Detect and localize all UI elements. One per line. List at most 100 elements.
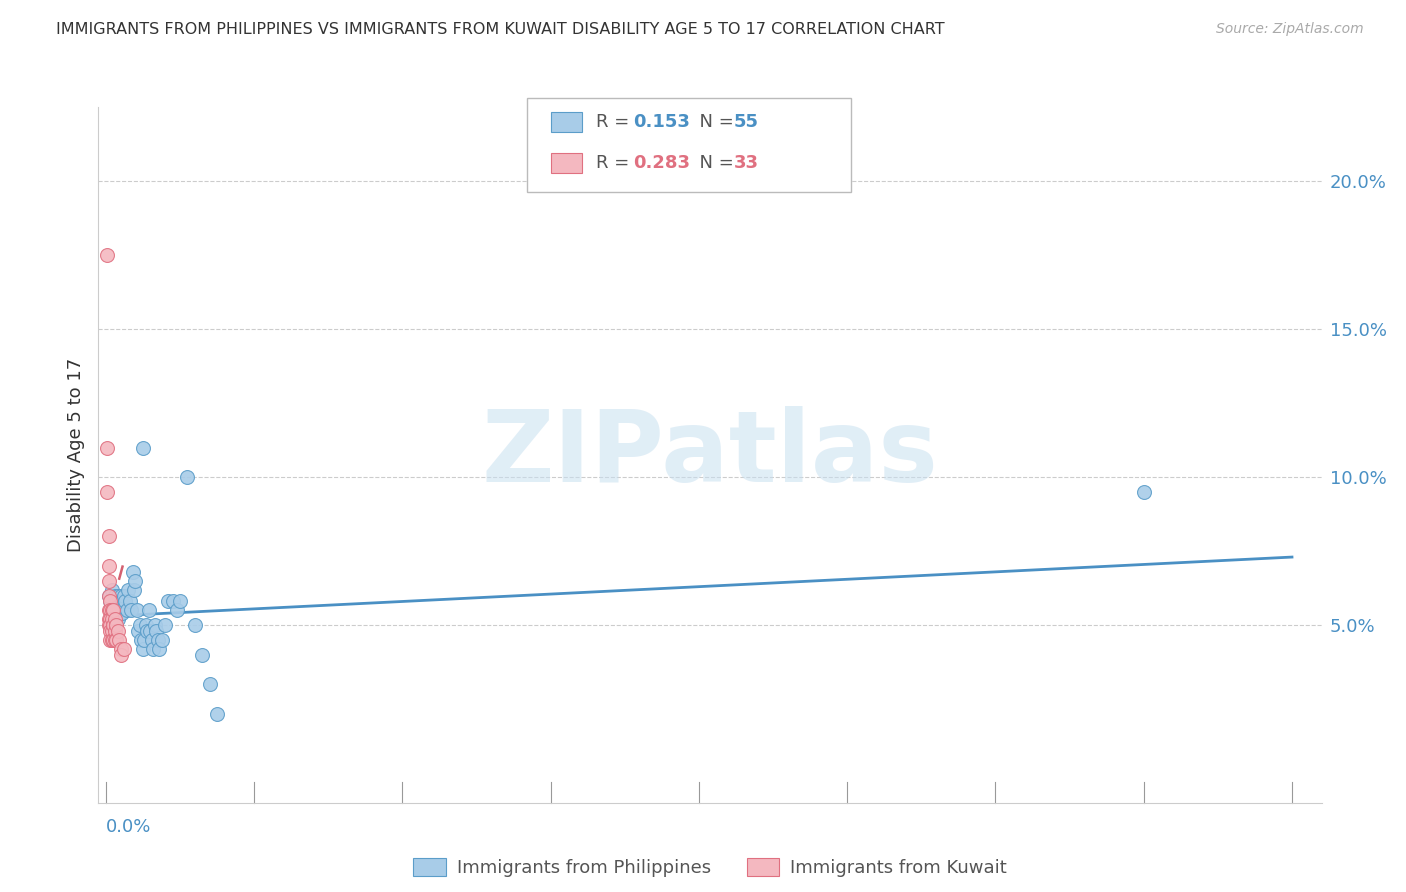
Point [134, 632, 156, 647]
Text: N =: N = [688, 113, 740, 131]
Legend: Immigrants from Philippines, Immigrants from Kuwait: Immigrants from Philippines, Immigrants … [406, 850, 1014, 884]
Point [98, 594, 121, 608]
Point [157, 594, 180, 608]
Point [97, 589, 120, 603]
Y-axis label: Disability Age 5 to 17: Disability Age 5 to 17 [66, 358, 84, 552]
Point [96, 441, 118, 455]
Point [141, 632, 163, 647]
Point [191, 648, 214, 662]
Point [198, 677, 221, 691]
Point [100, 582, 122, 597]
Point [132, 641, 155, 656]
Text: R =: R = [596, 154, 636, 172]
Point [107, 589, 129, 603]
Point [98, 594, 121, 608]
Point [125, 603, 148, 617]
Point [114, 594, 136, 608]
Point [98, 603, 121, 617]
Point [100, 632, 122, 647]
Point [105, 603, 128, 617]
Point [124, 574, 146, 588]
Text: 33: 33 [734, 154, 759, 172]
Point [205, 706, 228, 721]
Point [110, 641, 132, 656]
Point [117, 582, 139, 597]
Point [139, 624, 162, 638]
Point [184, 618, 207, 632]
Point [96, 484, 118, 499]
Point [96, 248, 118, 262]
Point [103, 632, 125, 647]
Point [143, 618, 166, 632]
Point [138, 603, 160, 617]
Text: 0.0%: 0.0% [105, 818, 152, 836]
Text: R =: R = [596, 113, 636, 131]
Point [108, 603, 131, 617]
Point [100, 603, 122, 617]
Point [112, 641, 135, 656]
Point [97, 618, 120, 632]
Point [108, 632, 131, 647]
Point [145, 624, 167, 638]
Point [97, 612, 120, 626]
Point [176, 470, 198, 484]
Point [104, 632, 127, 647]
Point [105, 594, 128, 608]
Point [103, 618, 125, 632]
Text: 0.153: 0.153 [633, 113, 689, 131]
Point [153, 618, 176, 632]
Point [108, 594, 131, 608]
Point [100, 624, 122, 638]
Point [103, 603, 125, 617]
Point [127, 624, 149, 638]
Point [120, 603, 142, 617]
Point [110, 648, 132, 662]
Point [97, 558, 120, 573]
Point [142, 641, 165, 656]
Point [136, 624, 159, 638]
Point [110, 600, 132, 615]
Point [122, 582, 145, 597]
Point [97, 589, 120, 603]
Text: 0.283: 0.283 [633, 154, 690, 172]
Point [131, 632, 153, 647]
Point [103, 603, 125, 617]
Point [104, 612, 127, 626]
Point [104, 624, 127, 638]
Point [97, 574, 120, 588]
Point [118, 594, 141, 608]
Point [146, 632, 169, 647]
Text: Source: ZipAtlas.com: Source: ZipAtlas.com [1216, 22, 1364, 37]
Point [98, 618, 121, 632]
Point [111, 594, 134, 608]
Point [1132, 484, 1154, 499]
Point [129, 618, 152, 632]
Point [105, 618, 128, 632]
Text: IMMIGRANTS FROM PHILIPPINES VS IMMIGRANTS FROM KUWAIT DISABILITY AGE 5 TO 17 COR: IMMIGRANTS FROM PHILIPPINES VS IMMIGRANT… [56, 22, 945, 37]
Point [166, 603, 188, 617]
Point [100, 612, 122, 626]
Point [135, 618, 157, 632]
Text: N =: N = [688, 154, 740, 172]
Point [98, 612, 121, 626]
Point [97, 529, 120, 543]
Point [104, 594, 127, 608]
Point [110, 589, 132, 603]
Point [148, 641, 170, 656]
Point [104, 589, 127, 603]
Point [107, 624, 129, 638]
Point [98, 624, 121, 638]
Text: 55: 55 [734, 113, 759, 131]
Point [112, 600, 135, 615]
Text: ZIPatlas: ZIPatlas [482, 407, 938, 503]
Point [150, 632, 173, 647]
Point [115, 603, 138, 617]
Point [162, 594, 184, 608]
Point [112, 589, 135, 603]
Point [121, 565, 143, 579]
Point [107, 612, 129, 626]
Point [169, 594, 191, 608]
Point [111, 607, 134, 621]
Point [132, 441, 155, 455]
Point [97, 603, 120, 617]
